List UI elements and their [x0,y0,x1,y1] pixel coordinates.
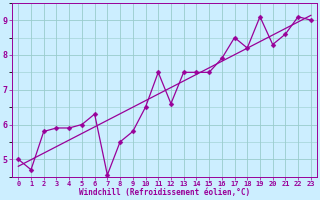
X-axis label: Windchill (Refroidissement éolien,°C): Windchill (Refroidissement éolien,°C) [79,188,250,197]
